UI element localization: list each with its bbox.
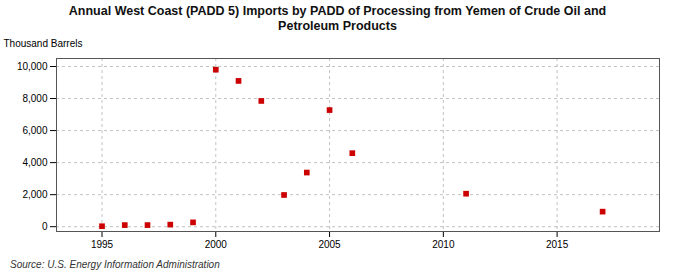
- html-text:Petroleum Products: Petroleum Products: [278, 19, 397, 33]
- svg-text:4,000: 4,000: [22, 157, 47, 168]
- svg-text:8,000: 8,000: [22, 93, 47, 104]
- svg-text:6,000: 6,000: [22, 125, 47, 136]
- svg-text:10,000: 10,000: [17, 61, 48, 72]
- svg-text:2000: 2000: [205, 239, 228, 250]
- svg-text:Thousand Barrels: Thousand Barrels: [4, 38, 83, 49]
- svg-text:2005: 2005: [318, 239, 341, 250]
- html-text:Annual West Coast (PADD 5) Imp: Annual West Coast (PADD 5) Imports by PA…: [68, 4, 607, 18]
- svg-text:2010: 2010: [432, 239, 455, 250]
- svg-text:1995: 1995: [91, 239, 114, 250]
- svg-text:2,000: 2,000: [22, 189, 47, 200]
- svg-text:0: 0: [42, 221, 48, 232]
- html-text:Source: U.S. Energy Informatio: Source: U.S. Energy Information Administ…: [10, 259, 220, 270]
- svg-text:2015: 2015: [546, 239, 569, 250]
